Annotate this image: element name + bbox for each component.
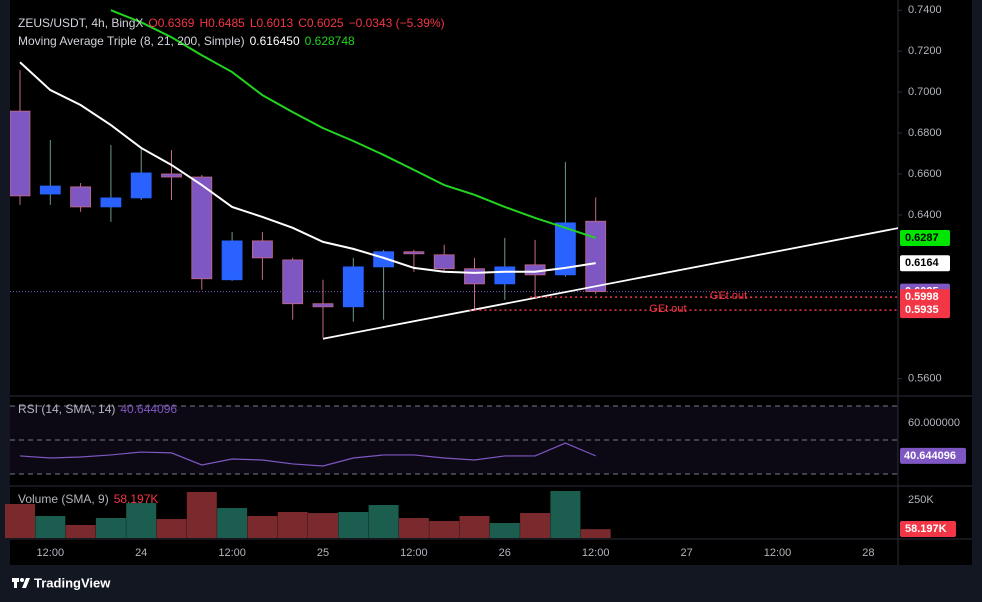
- x-tick-label: 12:00: [400, 547, 428, 559]
- price-tag-label: 0.6164: [905, 257, 940, 269]
- legend-text: 40.644096: [120, 402, 177, 416]
- candle-body: [342, 266, 364, 308]
- volume-tag: [900, 521, 956, 537]
- y-tick-label: 0.7400: [908, 4, 942, 16]
- legend-text: 0.628748: [305, 34, 355, 48]
- moving-average-line: [19, 61, 596, 274]
- volume-bar: [65, 525, 96, 538]
- volume-bar: [126, 503, 157, 538]
- rsi-tick-label: 60.000000: [908, 417, 960, 429]
- price-tag: [900, 302, 950, 319]
- y-tick-label: 0.7200: [908, 45, 942, 57]
- candle-body: [555, 222, 576, 276]
- x-tick-label: 28: [862, 547, 874, 559]
- candle-body: [221, 240, 243, 281]
- candle-body: [10, 110, 31, 197]
- x-tick-label: 27: [680, 547, 692, 559]
- volume-bar: [247, 516, 278, 538]
- y-tick-label: 0.5600: [908, 373, 942, 385]
- legend-text: 58.197K: [114, 492, 159, 506]
- volume-bar: [429, 520, 460, 538]
- rsi-tag-label: 40.644096: [904, 450, 956, 462]
- legend-text: ZEUS/USDT, 4h, BingX: [18, 16, 143, 30]
- price-pane: [10, 9, 898, 340]
- volume-bar: [398, 517, 429, 538]
- candle-body: [70, 186, 91, 208]
- volume-bar: [95, 517, 126, 538]
- volume-bar: [35, 516, 66, 538]
- line-label: GEt out: [649, 303, 686, 315]
- candle-body: [130, 172, 152, 199]
- volume-bar: [338, 512, 369, 538]
- x-tick-label: 12:00: [764, 547, 792, 559]
- volume-bar: [308, 513, 338, 538]
- candle-body: [464, 268, 485, 285]
- trendline: [322, 227, 898, 340]
- volume-bar: [489, 522, 520, 538]
- volume-bar: [520, 512, 551, 538]
- x-tick-label: 12:00: [218, 547, 246, 559]
- price-tag: [900, 289, 950, 306]
- legend-text: L0.6013: [250, 16, 294, 30]
- volume-tick-label: 250K: [908, 494, 934, 506]
- rsi-tag: [900, 447, 966, 464]
- legend-text: C0.6025: [298, 16, 344, 30]
- volume-bar: [580, 529, 611, 538]
- brand: TradingView: [34, 575, 111, 590]
- rsi-line: [19, 442, 596, 467]
- legend-text: RSI (14, SMA, 14): [18, 402, 115, 416]
- candle-body: [282, 259, 304, 305]
- volume-bar: [186, 492, 217, 538]
- x-tick-label: 12:00: [37, 547, 65, 559]
- volume-bar: [156, 518, 187, 538]
- volume-tag-label: 58.197K: [905, 523, 947, 535]
- y-tick-label: 0.6800: [908, 127, 942, 139]
- price-tag-label: 0.5935: [905, 304, 939, 316]
- x-tick-label: 24: [135, 547, 147, 559]
- price-tag-label: 0.6287: [905, 232, 939, 244]
- candle-body: [403, 251, 425, 255]
- legend-text: Volume (SMA, 9): [18, 492, 109, 506]
- candle-body: [494, 266, 516, 285]
- x-tick-label: 12:00: [582, 547, 610, 559]
- volume-bar: [459, 516, 490, 538]
- price-tag-label: 0.5998: [905, 291, 939, 303]
- legend-text: O0.6369: [148, 16, 194, 30]
- candle-body: [39, 185, 61, 195]
- price-tag: [900, 230, 950, 247]
- candle-body: [161, 173, 182, 178]
- price-tag: [900, 255, 950, 272]
- legend-text: 0.616450: [250, 34, 300, 48]
- candle-body: [312, 303, 334, 308]
- volume-bar: [368, 505, 399, 538]
- legend-text: Moving Average Triple (8, 21, 200, Simpl…: [18, 34, 245, 48]
- volume-bar: [277, 512, 308, 538]
- x-tick-label: 25: [317, 547, 329, 559]
- candle-body: [433, 254, 455, 270]
- volume-bar: [550, 491, 581, 538]
- candle-body: [251, 240, 273, 259]
- candle-body: [191, 176, 213, 280]
- y-tick-label: 0.6400: [908, 209, 942, 221]
- brand-logo: [12, 578, 30, 588]
- volume-bar: [5, 503, 35, 538]
- x-tick-label: 26: [499, 547, 511, 559]
- candle-body: [585, 220, 607, 293]
- line-label: GEt out: [710, 290, 747, 302]
- moving-average-line: [110, 9, 597, 239]
- y-tick-label: 0.7000: [908, 86, 942, 98]
- legend-text: −0.0343 (−5.39%): [349, 16, 445, 30]
- legend-text: H0.6485: [199, 16, 245, 30]
- candle-body: [100, 197, 122, 208]
- chart-background: [10, 0, 972, 565]
- candle-body: [524, 264, 546, 276]
- volume-bar: [217, 508, 248, 538]
- y-tick-label: 0.6600: [908, 168, 942, 180]
